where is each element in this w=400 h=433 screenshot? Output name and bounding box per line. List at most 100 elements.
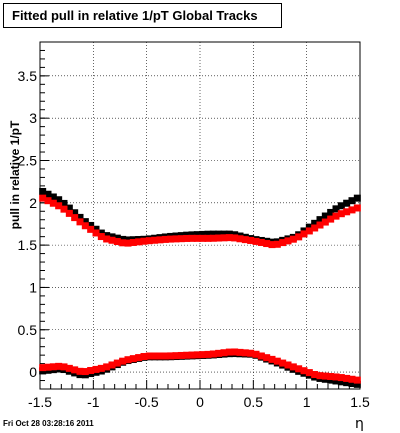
data-point xyxy=(129,355,137,363)
data-point xyxy=(113,238,121,246)
data-point xyxy=(60,363,68,371)
data-point xyxy=(81,368,89,376)
data-point xyxy=(215,230,223,238)
data-point xyxy=(103,363,111,371)
data-point xyxy=(55,196,63,204)
data-point xyxy=(55,362,63,370)
data-point xyxy=(209,350,217,358)
data-point xyxy=(263,354,271,362)
data-point xyxy=(145,237,153,245)
chart-title: Fitted pull in relative 1/pT Global Trac… xyxy=(3,3,282,28)
data-point xyxy=(124,356,132,364)
data-point xyxy=(225,348,233,356)
data-point xyxy=(135,354,143,362)
data-point xyxy=(327,215,335,223)
data-point xyxy=(332,205,340,213)
data-point xyxy=(332,377,340,385)
data-point xyxy=(151,352,159,360)
data-point xyxy=(231,348,239,356)
y-tick-label: 1.5 xyxy=(18,237,38,253)
data-point xyxy=(247,349,255,357)
data-point xyxy=(316,216,324,224)
data-point xyxy=(140,353,148,361)
data-point xyxy=(343,379,351,387)
data-point xyxy=(353,194,361,202)
data-point xyxy=(60,199,68,207)
data-marks xyxy=(39,187,361,388)
data-point xyxy=(257,352,265,360)
data-point xyxy=(92,365,100,373)
data-point xyxy=(199,230,207,238)
y-tick-label: 0.5 xyxy=(18,322,38,338)
data-point xyxy=(209,230,217,238)
data-point xyxy=(220,234,228,242)
x-axis-label: η xyxy=(355,416,364,432)
data-point xyxy=(316,221,324,229)
data-point xyxy=(305,227,313,235)
data-point xyxy=(60,205,68,213)
data-point xyxy=(55,202,63,210)
data-point xyxy=(151,236,159,244)
data-point xyxy=(87,221,95,229)
data-point xyxy=(145,352,153,360)
data-point xyxy=(311,219,319,227)
data-point xyxy=(311,224,319,232)
data-point xyxy=(332,373,340,381)
x-tick-label: 0.5 xyxy=(244,394,264,410)
data-point xyxy=(327,376,335,384)
data-point xyxy=(300,230,308,238)
series-3 xyxy=(39,348,361,384)
y-tick-label: 0 xyxy=(29,364,37,380)
data-point xyxy=(268,241,276,249)
data-point xyxy=(129,238,137,246)
data-point xyxy=(220,349,228,357)
data-point xyxy=(348,206,356,214)
data-point xyxy=(279,359,287,367)
data-point xyxy=(177,351,185,359)
data-point xyxy=(343,208,351,216)
data-point xyxy=(241,349,249,357)
y-axis-label: pull in relative 1/pT xyxy=(8,120,22,229)
x-tick-label: 1.5 xyxy=(350,394,370,410)
data-point xyxy=(257,238,265,246)
data-point xyxy=(327,373,335,381)
data-point xyxy=(193,351,201,359)
data-point xyxy=(49,193,57,201)
data-point xyxy=(177,235,185,243)
data-point xyxy=(348,379,356,387)
data-point xyxy=(289,235,297,243)
data-point xyxy=(97,233,105,241)
data-point xyxy=(204,234,212,242)
data-point xyxy=(108,361,116,369)
data-point xyxy=(220,230,228,238)
y-tick-label: 3 xyxy=(29,110,37,126)
data-point xyxy=(183,234,191,242)
data-point xyxy=(353,380,361,388)
grid xyxy=(39,42,361,389)
data-point xyxy=(337,374,345,382)
data-point xyxy=(305,223,313,231)
data-point xyxy=(321,212,329,220)
x-tick-label: -0.5 xyxy=(135,394,159,410)
data-point xyxy=(225,234,233,242)
data-point xyxy=(39,364,47,372)
y-tick-label: 1 xyxy=(29,279,37,295)
data-point xyxy=(44,190,52,198)
data-point xyxy=(279,239,287,247)
data-point xyxy=(337,202,345,210)
data-point xyxy=(199,351,207,359)
data-point xyxy=(327,208,335,216)
data-point xyxy=(215,349,223,357)
data-point xyxy=(76,367,84,375)
data-point xyxy=(215,234,223,242)
data-point xyxy=(49,199,57,207)
data-point xyxy=(108,236,116,244)
data-point xyxy=(247,236,255,244)
data-point xyxy=(321,218,329,226)
data-point xyxy=(337,210,345,218)
data-point xyxy=(289,363,297,371)
data-point xyxy=(87,366,95,374)
data-point xyxy=(76,213,84,221)
data-point xyxy=(268,355,276,363)
